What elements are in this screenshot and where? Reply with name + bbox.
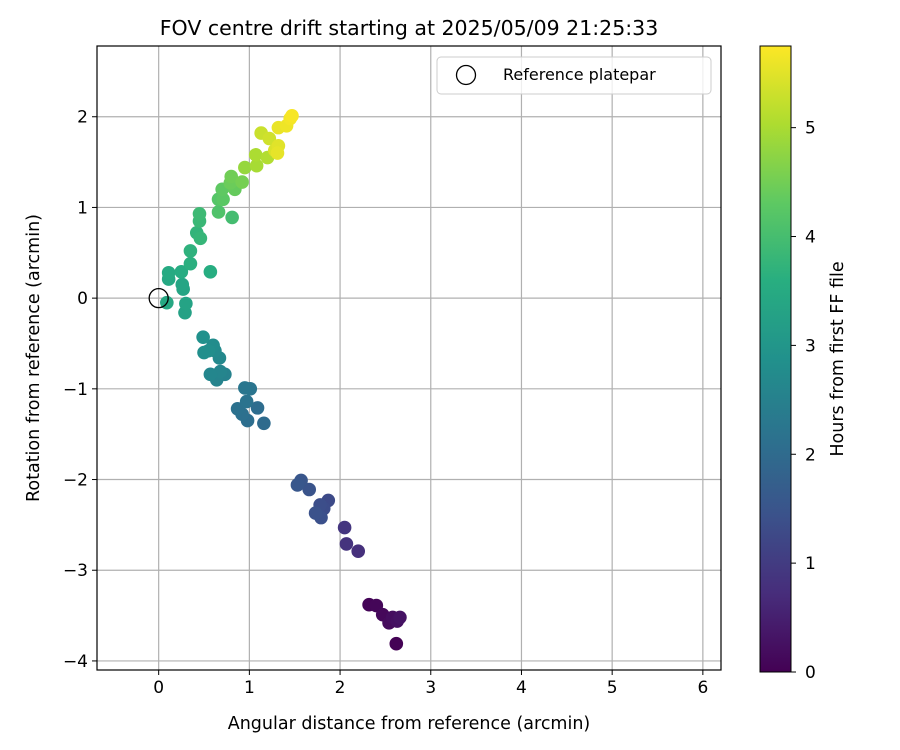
y-tick-label: −1 xyxy=(63,380,88,400)
y-tick-label: 1 xyxy=(77,198,88,218)
data-point xyxy=(235,175,249,189)
data-points xyxy=(148,109,407,651)
x-tick-label: 4 xyxy=(516,678,527,698)
data-point xyxy=(161,265,176,280)
colorbar-gradient xyxy=(759,45,792,673)
x-tick-label: 0 xyxy=(153,678,164,698)
x-tick-label: 5 xyxy=(607,678,618,698)
y-tick-label: −3 xyxy=(63,561,88,581)
colorbar-label: Hours from first FF file xyxy=(828,261,848,456)
y-tick-label: −2 xyxy=(63,471,88,491)
plot-frame xyxy=(96,45,722,671)
colorbar-tick-label: 4 xyxy=(805,228,816,248)
axis-ticks: 0 1 2 3 4 5 6 −4 −3 −2 −1 0 1 2 xyxy=(63,108,708,698)
x-tick-label: 2 xyxy=(335,678,346,698)
data-point xyxy=(174,265,189,279)
legend-label-reference: Reference platepar xyxy=(503,65,656,84)
data-point xyxy=(389,636,404,651)
data-point xyxy=(203,367,218,382)
data-point xyxy=(197,345,211,360)
data-point xyxy=(230,401,245,416)
y-tick-label: 0 xyxy=(77,289,88,309)
data-point xyxy=(192,206,207,221)
data-point xyxy=(290,478,305,492)
x-tick-label: 3 xyxy=(425,678,436,698)
colorbar-tick-label: 3 xyxy=(805,336,816,356)
data-point xyxy=(262,131,277,146)
data-point xyxy=(179,296,193,311)
data-point xyxy=(337,520,352,535)
data-point xyxy=(248,148,263,162)
data-point xyxy=(238,160,252,175)
data-point xyxy=(249,158,264,173)
data-point xyxy=(224,169,239,184)
colorbar-tick-label: 2 xyxy=(805,445,816,465)
data-point xyxy=(250,401,265,415)
data-point xyxy=(239,394,254,409)
x-tick-label: 1 xyxy=(244,678,255,698)
data-point xyxy=(285,109,299,123)
chart-title: FOV centre drift starting at 2025/05/09 … xyxy=(160,16,659,40)
legend-box xyxy=(436,56,712,95)
legend: Reference platepar xyxy=(436,56,712,95)
colorbar-tick-label: 1 xyxy=(805,554,816,574)
data-point xyxy=(196,330,210,344)
y-tick-label: 2 xyxy=(77,108,88,128)
colorbar-tick-label: 0 xyxy=(805,663,816,683)
data-point xyxy=(302,482,317,497)
data-point xyxy=(193,231,208,246)
legend-marker-reference xyxy=(455,64,477,86)
data-point xyxy=(351,544,366,558)
data-point xyxy=(211,205,226,219)
reference-point xyxy=(148,287,169,309)
y-tick-label: −4 xyxy=(63,652,88,672)
data-point xyxy=(175,277,190,292)
colorbar-ticks: 0 1 2 3 4 5 xyxy=(791,119,816,683)
data-point xyxy=(257,416,271,431)
data-point xyxy=(203,265,218,279)
data-point xyxy=(339,537,354,551)
y-axis-label: Rotation from reference (arcmin) xyxy=(24,214,44,502)
x-axis-label: Angular distance from reference (arcmin) xyxy=(228,714,591,734)
grid xyxy=(97,46,721,670)
data-point xyxy=(225,210,239,225)
data-point xyxy=(238,381,252,395)
data-point xyxy=(393,610,407,625)
data-point xyxy=(216,192,230,207)
data-point xyxy=(308,506,323,520)
data-point xyxy=(183,256,198,271)
colorbar-tick-label: 5 xyxy=(805,119,816,139)
colorbar: 0 1 2 3 4 5 Hours from first FF file xyxy=(759,45,848,683)
data-point xyxy=(270,146,285,160)
x-tick-label: 6 xyxy=(697,678,708,698)
data-point xyxy=(183,244,198,258)
